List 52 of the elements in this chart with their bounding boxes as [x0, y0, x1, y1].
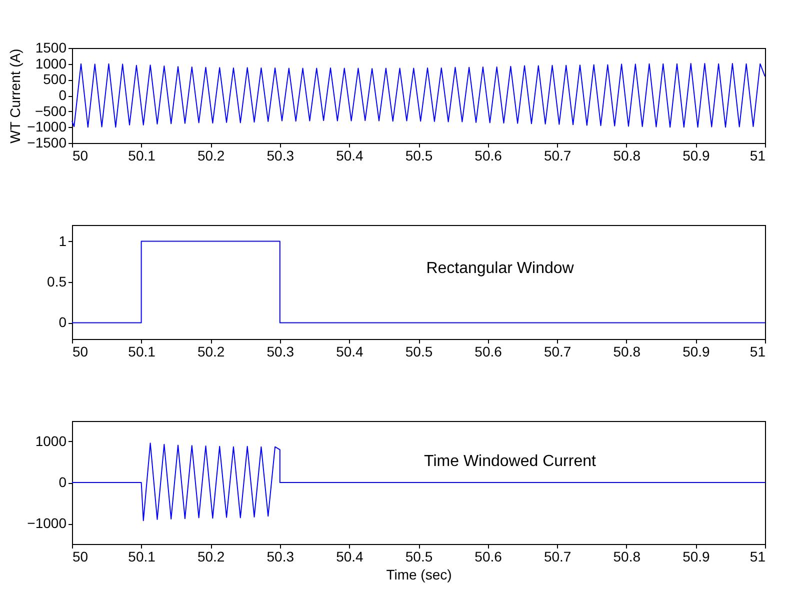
x-tick-label: 50.2 [197, 548, 225, 564]
x-tick-label: 51 [750, 148, 766, 164]
x-tick-label: 51 [750, 548, 766, 564]
x-tick-label: 50.9 [682, 148, 710, 164]
y-tick-label: −1000 [27, 118, 67, 135]
x-tick-label: 50 [72, 548, 88, 564]
y-tick-label: 1500 [35, 40, 67, 56]
x-tick-label: 50.9 [682, 548, 710, 564]
x-tick-label: 50.6 [474, 148, 502, 164]
x-tick-label: 50.3 [266, 548, 294, 564]
x-tick-label: 50.8 [613, 548, 641, 564]
y-tick-label: −500 [34, 102, 67, 119]
x-tick-label: 50.1 [128, 548, 156, 564]
x-tick-label: 50.1 [128, 344, 156, 360]
y-tick-label: 0 [58, 87, 67, 103]
x-tick-label: 50.4 [336, 344, 364, 360]
y-axis-title: WT Current (A) [7, 48, 24, 144]
y-tick-label: 1000 [35, 55, 67, 72]
y-tick-label: 1000 [35, 433, 67, 449]
annotation: Time Windowed Current [424, 453, 597, 470]
x-tick-label: 50.6 [474, 344, 502, 360]
x-tick-label: 50.5 [405, 148, 433, 164]
y-tick-label: 500 [43, 71, 67, 88]
y-tick-label: −1000 [27, 515, 67, 531]
y-tick-label: −1500 [27, 134, 67, 150]
x-tick-label: 50.3 [266, 344, 294, 360]
y-tick-label: 0 [58, 474, 67, 490]
y-tick-label: 0 [58, 314, 67, 330]
line-series [72, 63, 766, 128]
x-tick-label: 51 [750, 344, 766, 360]
x-tick-label: 50.5 [405, 548, 433, 564]
x-tick-label: 50.9 [682, 344, 710, 360]
y-tick-label: 1 [58, 232, 67, 249]
x-tick-label: 50 [72, 344, 88, 360]
x-tick-label: 50.5 [405, 344, 433, 360]
x-tick-label: 50.4 [336, 548, 364, 564]
x-tick-label: 50.7 [544, 344, 572, 360]
x-tick-label: 50.8 [613, 148, 641, 164]
x-tick-label: 50.7 [544, 548, 572, 564]
x-tick-label: 50.4 [336, 148, 364, 164]
annotation: Rectangular Window [426, 260, 574, 277]
x-tick-label: 50.2 [197, 344, 225, 360]
x-axis-title: Time (sec) [386, 566, 452, 582]
x-tick-label: 50.3 [266, 148, 294, 164]
x-tick-label: 50.7 [544, 148, 572, 164]
y-tick-label: 0.5 [47, 274, 67, 290]
x-tick-label: 50.2 [197, 148, 225, 164]
x-tick-label: 50.1 [128, 148, 156, 164]
x-tick-label: 50 [72, 148, 88, 164]
x-tick-label: 50.8 [613, 344, 641, 360]
x-tick-label: 50.6 [474, 548, 502, 564]
line-series [72, 442, 766, 522]
